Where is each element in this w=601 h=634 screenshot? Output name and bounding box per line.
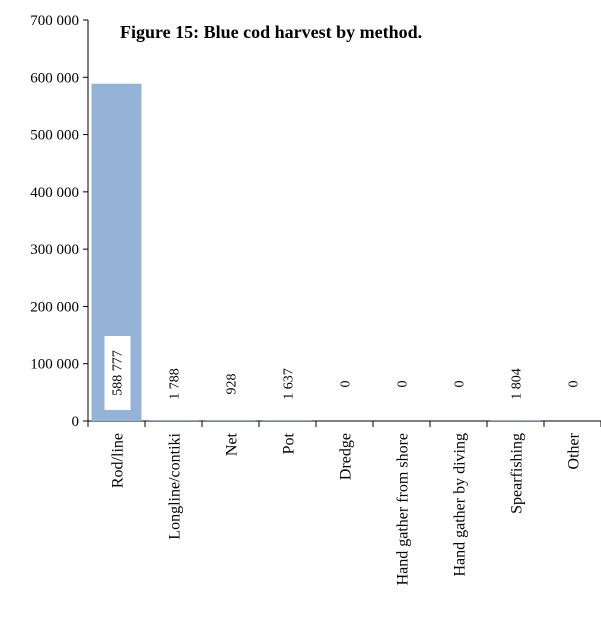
data-label: 0: [567, 381, 582, 388]
bar: [205, 420, 256, 421]
bar: [262, 420, 313, 421]
bar: [148, 419, 199, 421]
y-tick-label: 500 000: [30, 128, 79, 144]
category-labels: Rod/line Longline/contiki Net Pot Dredge Hand…: [110, 432, 583, 585]
y-axis: 0 100 000 200 000 300 000 400 000 500 000 600 …: [30, 13, 89, 430]
data-label-box: [104, 336, 131, 410]
data-label: 588 777: [111, 350, 126, 396]
data-label: 1 788: [168, 368, 183, 400]
y-tick-label: 100 000: [30, 357, 79, 373]
data-labels: 588 777 1 788 928 1 637 0 0 0 1 804 0: [104, 336, 582, 410]
y-tick-label: 400 000: [30, 185, 79, 201]
data-label: 928: [225, 374, 240, 395]
y-tick-label: 200 000: [30, 299, 79, 315]
x-axis: [87, 420, 601, 427]
category-label: Spearfishing: [509, 433, 526, 514]
category-label: Rod/line: [110, 433, 127, 488]
category-label: Hand gather by diving: [452, 433, 469, 577]
data-label: 1 804: [510, 368, 525, 400]
chart-title: Figure 15: Blue cod harvest by method.: [120, 22, 422, 42]
y-tick-label: 0: [72, 414, 80, 430]
data-label: 0: [396, 381, 411, 388]
bars: [91, 83, 541, 421]
category-label: Net: [224, 432, 241, 456]
category-label: Dredge: [338, 433, 355, 480]
category-label: Longline/contiki: [167, 432, 184, 539]
y-tick-label: 700 000: [30, 13, 79, 29]
category-label: Hand gather from shore: [395, 433, 412, 585]
data-label: 0: [339, 381, 354, 388]
y-tick-label: 300 000: [30, 242, 79, 258]
data-label: 0: [453, 381, 468, 388]
bar: [490, 419, 541, 421]
y-tick-label: 600 000: [30, 70, 79, 86]
data-label: 1 637: [282, 368, 297, 400]
category-label: Pot: [281, 432, 298, 454]
category-label: Other: [566, 432, 583, 469]
